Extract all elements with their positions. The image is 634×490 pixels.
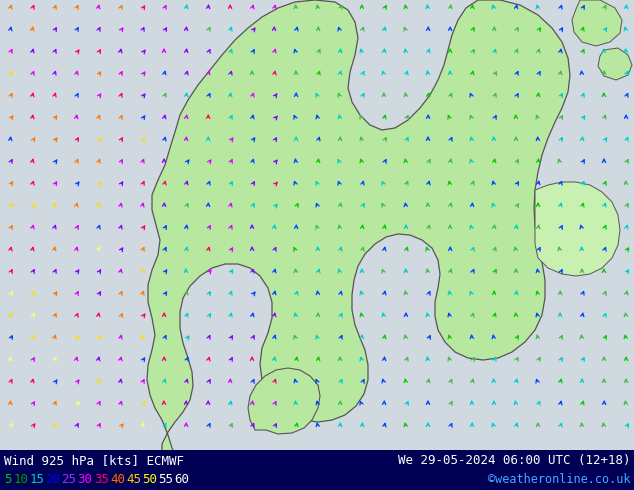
Text: 20: 20 xyxy=(46,473,60,486)
Text: ©weatheronline.co.uk: ©weatheronline.co.uk xyxy=(488,473,630,486)
Text: We 29-05-2024 06:00 UTC (12+18): We 29-05-2024 06:00 UTC (12+18) xyxy=(398,454,630,467)
Bar xyxy=(0,450,634,490)
Text: 15: 15 xyxy=(29,473,44,486)
Polygon shape xyxy=(248,368,320,434)
Text: 25: 25 xyxy=(61,473,77,486)
Text: 5: 5 xyxy=(4,473,11,486)
Text: 50: 50 xyxy=(142,473,157,486)
Text: 30: 30 xyxy=(78,473,93,486)
Text: 35: 35 xyxy=(94,473,109,486)
Text: 60: 60 xyxy=(174,473,190,486)
Text: 40: 40 xyxy=(110,473,125,486)
Polygon shape xyxy=(535,182,620,276)
Polygon shape xyxy=(147,0,570,490)
Text: 45: 45 xyxy=(126,473,141,486)
Text: Wind 925 hPa [kts] ECMWF: Wind 925 hPa [kts] ECMWF xyxy=(4,454,184,467)
Polygon shape xyxy=(572,0,622,46)
Text: 55: 55 xyxy=(158,473,173,486)
Text: 10: 10 xyxy=(13,473,29,486)
Polygon shape xyxy=(598,48,632,80)
